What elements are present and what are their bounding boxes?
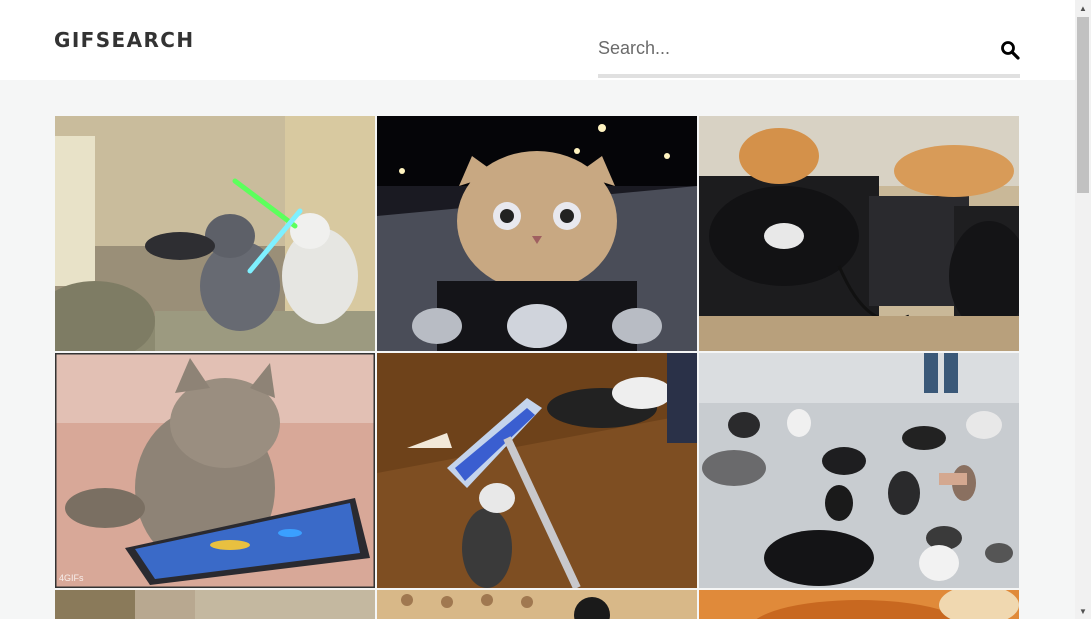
search-input[interactable]	[598, 26, 1020, 74]
scroll-up-icon[interactable]: ▲	[1079, 3, 1087, 13]
search-bar	[598, 26, 1020, 80]
search-icon[interactable]	[1000, 40, 1020, 60]
svg-text:4GIFs: 4GIFs	[59, 573, 84, 583]
gif-many-cats[interactable]	[699, 353, 1019, 588]
header: GIFSEARCH	[0, 0, 1075, 80]
scroll-down-icon[interactable]: ▼	[1079, 606, 1087, 616]
gif-cats-turntables[interactable]	[699, 116, 1019, 351]
search-underline	[598, 74, 1020, 78]
gif-row3-c[interactable]	[699, 590, 1019, 619]
page-scrollbar[interactable]: ▲ ▼	[1075, 0, 1091, 619]
scroll-thumb[interactable]	[1077, 17, 1089, 193]
gif-kitten-tablet[interactable]: 4GIFs	[55, 353, 375, 588]
gif-grid: 4GIFs	[55, 116, 1019, 619]
gif-cat-motorcycle[interactable]	[377, 116, 697, 351]
brand-logo[interactable]: GIFSEARCH	[54, 28, 195, 52]
gif-cats-lightsaber[interactable]	[55, 116, 375, 351]
gif-row3-b[interactable]	[377, 590, 697, 619]
gif-cat-mop[interactable]	[377, 353, 697, 588]
gif-row3-a[interactable]	[55, 590, 375, 619]
